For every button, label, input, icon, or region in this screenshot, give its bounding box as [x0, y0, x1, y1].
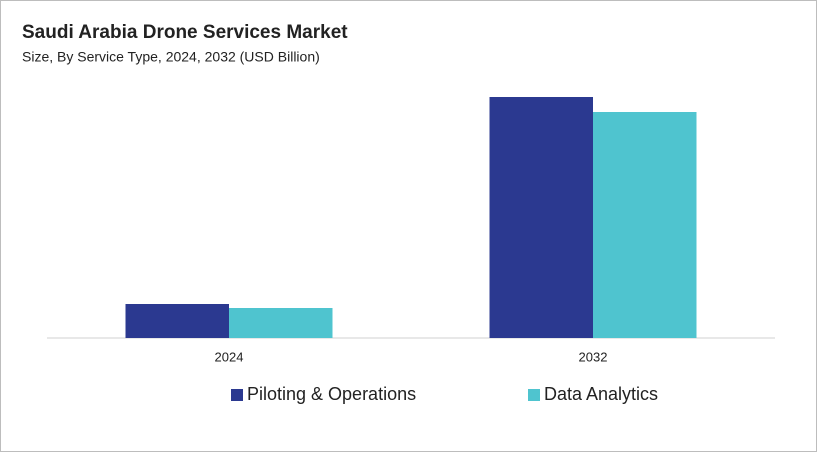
legend-label: Piloting & Operations — [247, 384, 416, 404]
x-tick-label: 2032 — [579, 349, 608, 364]
bar — [229, 308, 333, 338]
legend-swatch — [528, 389, 540, 401]
chart-title: Saudi Arabia Drone Services Market — [22, 22, 348, 43]
x-tick-label: 2024 — [215, 349, 244, 364]
bar — [125, 304, 229, 338]
legend-swatch — [231, 389, 243, 401]
chart-subtitle: Size, By Service Type, 2024, 2032 (USD B… — [22, 49, 320, 65]
bar — [489, 97, 593, 338]
legend-label: Data Analytics — [544, 384, 658, 404]
bar — [593, 112, 697, 338]
